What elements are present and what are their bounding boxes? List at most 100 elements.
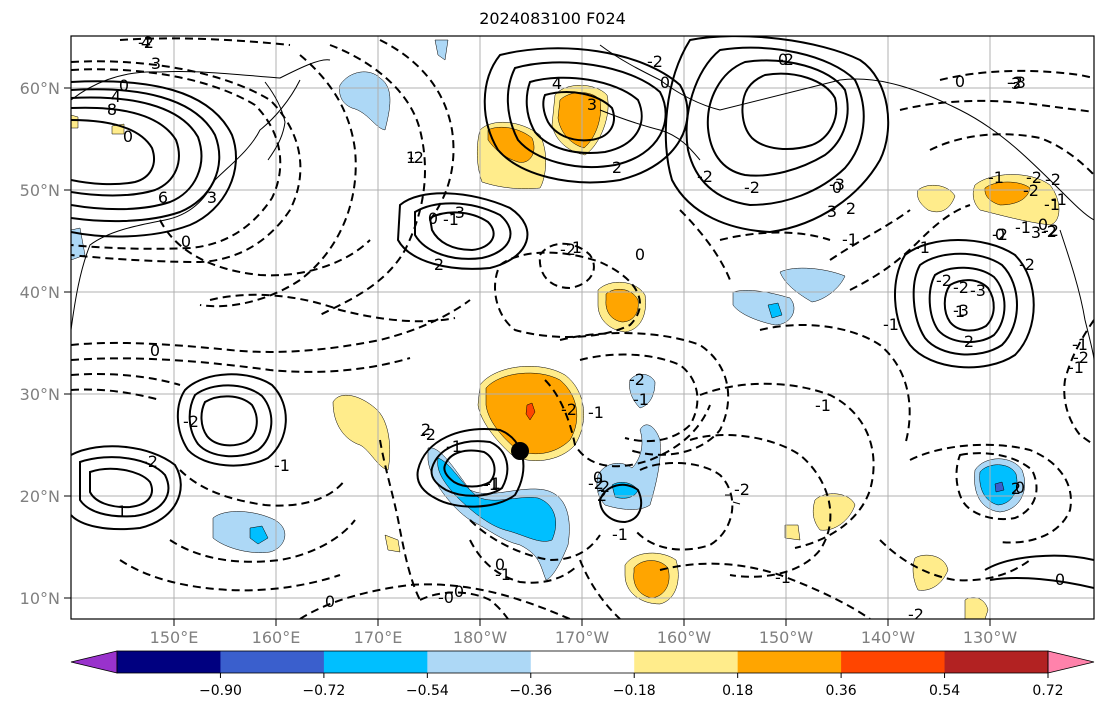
positive-anomaly-region — [917, 184, 956, 213]
contour-value-label: 2 — [600, 477, 610, 496]
colorbar-tick-label: −0.54 — [406, 683, 449, 699]
contour-value-label: 2 — [964, 332, 974, 351]
map-title: 2024083100 F024 — [479, 9, 626, 28]
positive-contours — [71, 36, 1094, 589]
contour-value-label: -1 — [633, 390, 649, 409]
contour-value-label: 4 — [552, 74, 562, 93]
lon-label: 160°E — [252, 628, 301, 647]
contour-value-label: -1 — [446, 437, 462, 456]
contour-value-label: 3 — [827, 202, 837, 221]
contour-value-label: -1 — [1015, 218, 1031, 237]
negative-anomaly-region — [434, 39, 449, 61]
positive-anomaly-region — [812, 493, 856, 531]
contour-value-label: -1 — [1068, 358, 1084, 377]
contour-value-label: -2 — [138, 33, 154, 52]
positive-anomaly-region — [912, 554, 949, 591]
lon-label: 140°W — [861, 628, 916, 647]
positive-anomaly-core — [984, 181, 1031, 206]
contour-value-label: 0 — [495, 555, 505, 574]
lat-label: 40°N — [20, 283, 60, 302]
contour-value-label: 8 — [107, 100, 117, 119]
contour-value-label: -3 — [970, 281, 986, 300]
negative-anomaly-max — [994, 481, 1005, 493]
negative-anomaly-core — [249, 525, 269, 545]
positive-anomaly-region — [964, 597, 989, 619]
colorbar-extend-min — [70, 650, 118, 674]
contour-value-label: -1 — [1051, 190, 1067, 209]
contour-value-label: 1 — [955, 302, 965, 321]
contour-value-label: -2 — [992, 225, 1008, 244]
contour-value-label: 2 — [846, 199, 856, 218]
contour-value-label: -2 — [1041, 222, 1057, 241]
negative-contours — [71, 37, 1094, 619]
contour-value-label: 0 — [778, 50, 788, 69]
aleutians — [599, 109, 701, 161]
colorbar-tick-label: −0.18 — [613, 683, 656, 699]
colorbar-tick-label: 0.54 — [929, 683, 960, 699]
colorbar-segment — [841, 651, 946, 673]
colorbar-tick-label: 0.72 — [1032, 683, 1063, 699]
contour-value-label: -3 — [449, 203, 465, 222]
contour-value-label: 0 — [1055, 570, 1065, 589]
lon-label: 170°W — [555, 628, 610, 647]
contour-value-label: 0 — [123, 127, 133, 146]
colorbar-segment — [220, 651, 325, 673]
positive-anomaly-region — [71, 114, 79, 129]
contour-value-label: -1 — [588, 403, 604, 422]
contour-value-label: -2 — [734, 480, 750, 499]
contour-value-label: 0 — [325, 592, 335, 611]
contour-value-label: -2 — [1007, 73, 1023, 92]
contour-value-label: 3 — [587, 95, 597, 114]
contour-value-label: 0 — [832, 178, 842, 197]
contour-value-label: -1 — [815, 396, 831, 415]
contour-value-label: -2 — [1023, 181, 1039, 200]
negative-anomaly-region — [71, 227, 86, 261]
colorbar-tick-label: −0.36 — [509, 683, 552, 699]
lon-label: 150°W — [759, 628, 814, 647]
contour-value-label: -1 — [443, 210, 459, 229]
colorbar-segment — [634, 651, 739, 673]
contour-value-label: -2 — [588, 474, 604, 493]
contour-value-label: 0 — [181, 232, 191, 251]
contour-value-label: 0 — [428, 209, 438, 228]
contour-value-label: 0 — [635, 245, 645, 264]
contour-value-label: 0 — [593, 468, 603, 487]
contour-value-label: -3 — [829, 175, 845, 194]
contour-value-label: -2 — [744, 178, 760, 197]
contour-value-label: -2 — [142, 452, 158, 471]
colorbar-extend-max — [1047, 650, 1095, 674]
shaded-anomalies — [71, 39, 1060, 619]
kamchatka-coastline — [264, 81, 286, 161]
contour-value-label: 0 — [1015, 478, 1025, 497]
contour-value-label: 0 — [119, 76, 129, 95]
contour-value-label: 2 — [421, 420, 431, 439]
colorbar-tick-label: −0.90 — [199, 683, 242, 699]
contour-value-label: 6 — [158, 188, 168, 207]
lon-label: 160°W — [657, 628, 712, 647]
contour-value-label: 2 — [1011, 479, 1021, 498]
contour-value-label: -1 — [775, 568, 791, 587]
contour-value-label: -1 — [883, 315, 899, 334]
contour-value-label: -1 — [914, 238, 930, 257]
contour-value-label: 3 — [1031, 223, 1041, 242]
contour-value-label: 0 — [995, 225, 1005, 244]
contour-value-label: 1 — [406, 148, 416, 167]
coastlines — [71, 44, 1094, 505]
contour-value-label: -2 — [561, 400, 577, 419]
contour-value-label: -2 — [936, 271, 952, 290]
lon-label: 170°E — [354, 628, 403, 647]
contour-value-label: 0 — [955, 72, 965, 91]
contour-value-label: -2 — [1045, 170, 1061, 189]
colorbar-tick-label: 0.18 — [722, 683, 753, 699]
contour-value-label: 3 — [207, 188, 217, 207]
contour-value-label: 4 — [111, 87, 121, 106]
lat-label: 60°N — [20, 79, 60, 98]
lat-label: 30°N — [20, 385, 60, 404]
contour-value-label: -2 — [953, 278, 969, 297]
contour-value-label: -2 — [697, 167, 713, 186]
hawaii-islands — [725, 494, 741, 505]
contour-value-label: -2 — [183, 412, 199, 431]
contour-value-label: -0 — [438, 588, 454, 607]
